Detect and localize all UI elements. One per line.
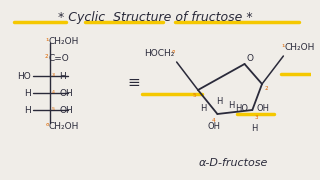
Text: ³: ³ [52,72,54,81]
Text: ²: ² [265,86,268,95]
Text: ²: ² [45,54,49,63]
Text: OH: OH [256,103,269,112]
Text: ⁶: ⁶ [45,122,49,131]
Text: ³: ³ [254,115,258,124]
Text: ¹: ¹ [45,37,49,46]
Text: ¹: ¹ [281,43,285,52]
Text: H: H [24,89,31,98]
Text: * Cyclic  Structure of fructose *: * Cyclic Structure of fructose * [58,11,252,24]
Text: OH: OH [59,89,73,98]
Text: H: H [216,97,222,106]
Text: HO: HO [236,103,248,112]
Text: H: H [228,101,234,110]
Text: HOCH₂: HOCH₂ [144,49,175,58]
Text: ⁴: ⁴ [212,118,215,127]
Text: ≡: ≡ [128,75,140,89]
Text: ⁴: ⁴ [52,89,54,98]
Text: α-D-fructose: α-D-fructose [199,158,268,168]
Text: HO: HO [17,72,31,81]
Text: H: H [251,124,258,133]
Text: ⁵: ⁵ [52,106,54,115]
Text: ⁶: ⁶ [171,49,175,58]
Text: CH₂OH: CH₂OH [49,122,79,131]
Text: O: O [246,54,253,63]
Text: ⁵: ⁵ [192,93,196,102]
Text: CH₂OH: CH₂OH [284,43,315,52]
Text: H: H [200,104,206,113]
Text: OH: OH [59,106,73,115]
Text: H: H [59,72,66,81]
Text: CH₂OH: CH₂OH [49,37,79,46]
Text: H: H [24,106,31,115]
Text: OH: OH [207,122,220,131]
Text: C=O: C=O [49,54,69,63]
